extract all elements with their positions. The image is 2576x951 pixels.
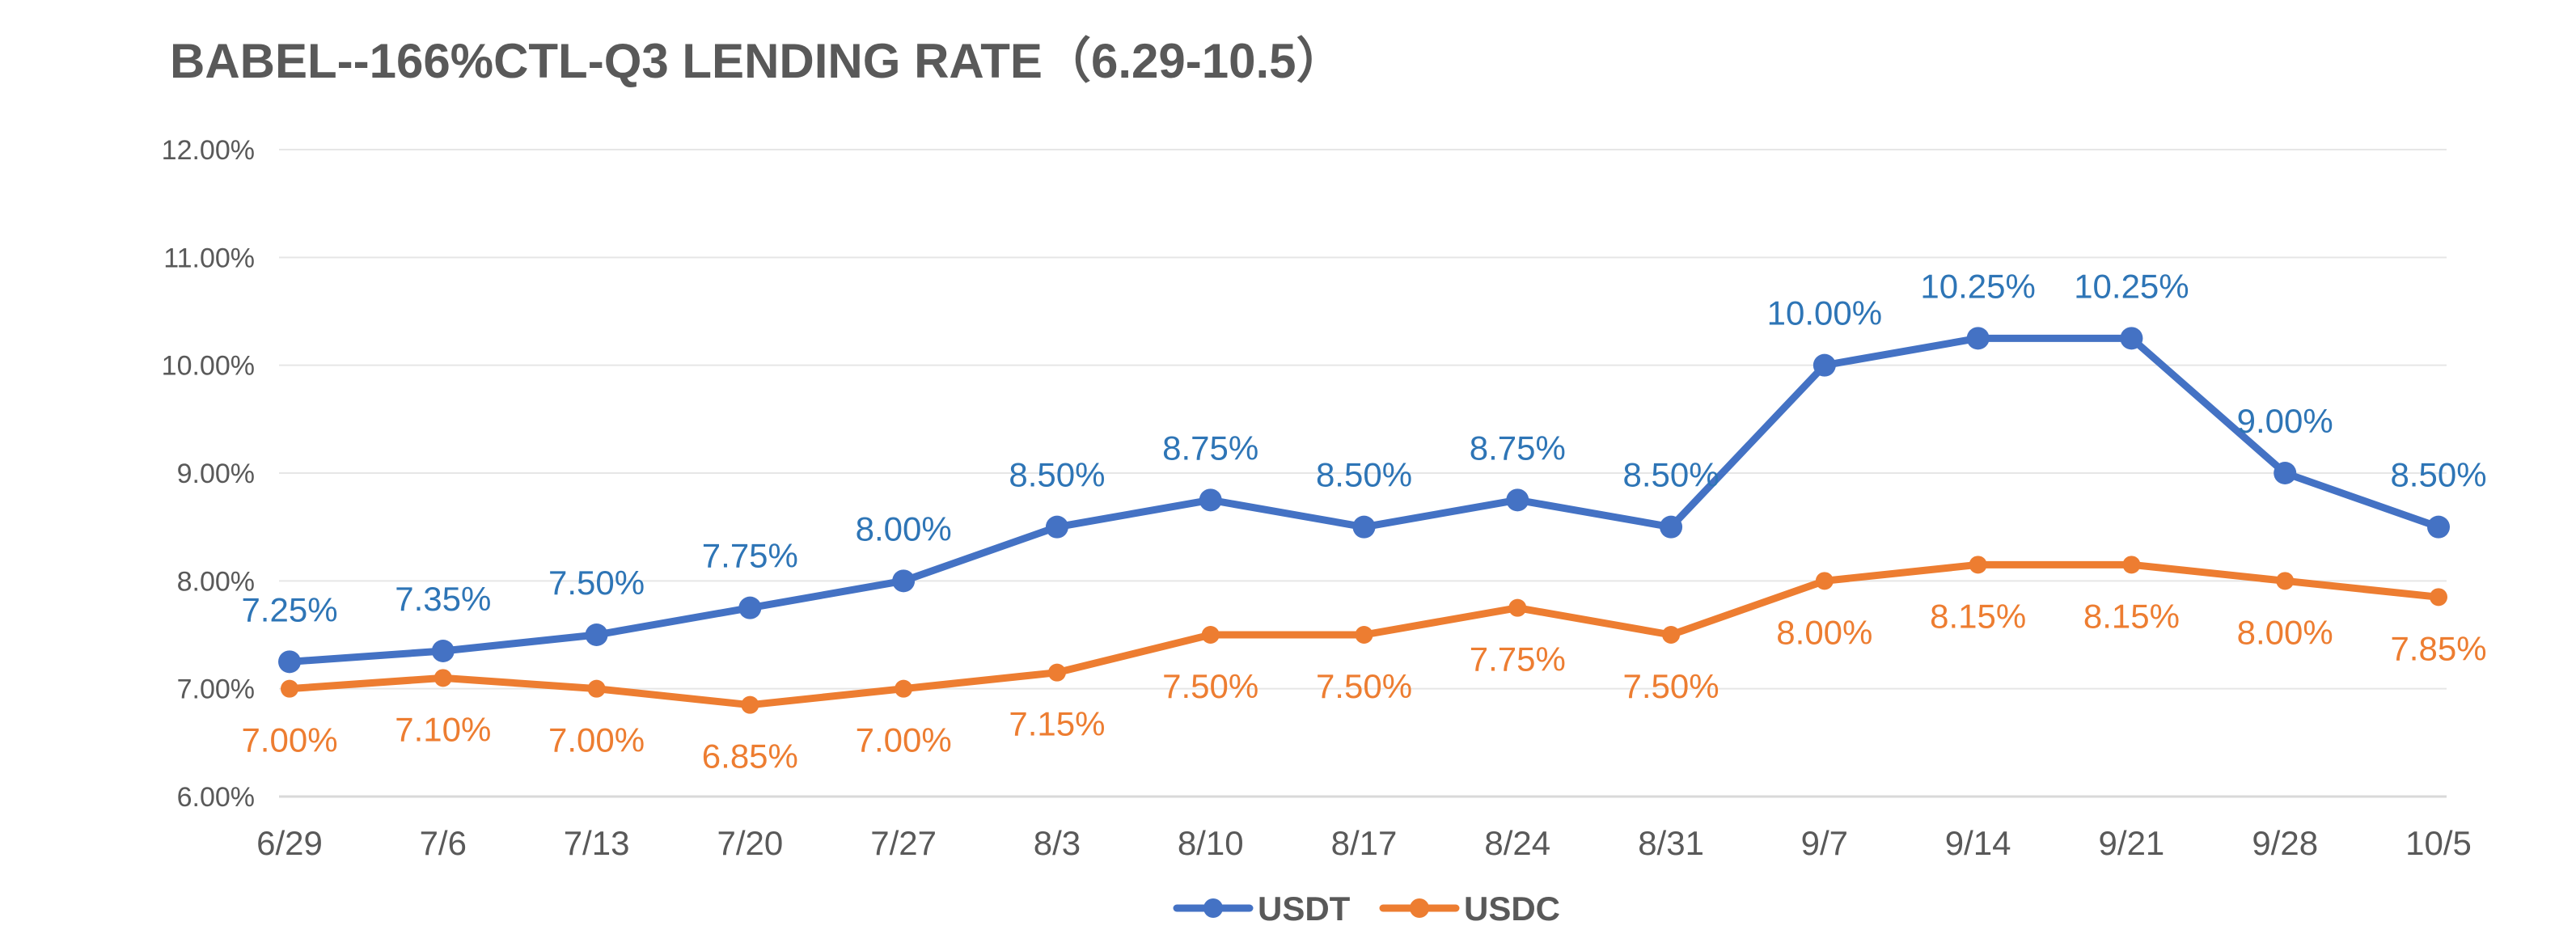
data-label-usdt: 8.50% — [1316, 456, 1412, 494]
y-axis-ticks: 12.00% 11.00% 10.00% 9.00% 8.00% 7.00% 6.00% — [162, 135, 255, 813]
data-labels: 7.25% 7.35% 7.50% 7.75% 8.00% 8.50% 8.75% 8.50%… — [241, 267, 2486, 775]
legend-marker-usdc — [1410, 898, 1429, 918]
y-tick-label: 6.00% — [177, 782, 255, 813]
data-label-usdc: 8.15% — [1930, 597, 2026, 635]
data-point-usdc — [2276, 572, 2295, 590]
data-label-usdc: 6.85% — [702, 738, 798, 776]
y-tick-label: 9.00% — [177, 459, 255, 489]
data-point-usdc — [2430, 588, 2447, 607]
data-point-usdt — [278, 650, 301, 674]
data-point-usdc — [1508, 598, 1527, 617]
data-point-usdt — [1966, 327, 1990, 350]
data-point-usdc — [1662, 626, 1681, 644]
y-tick-label: 8.00% — [177, 566, 255, 597]
y-tick-label: 11.00% — [163, 243, 255, 273]
data-label-usdt: 7.75% — [702, 537, 798, 575]
data-point-usdc — [434, 669, 452, 687]
data-label-usdc: 8.00% — [2237, 613, 2333, 651]
data-label-usdt: 8.75% — [1470, 429, 1566, 467]
x-tick-label: 8/24 — [1484, 824, 1550, 862]
data-label-usdc: 8.00% — [1776, 613, 1872, 651]
data-label-usdt: 7.35% — [395, 580, 491, 618]
data-point-usdc — [1201, 626, 1220, 644]
x-tick-label: 9/14 — [1945, 824, 2011, 862]
data-point-usdt — [1199, 488, 1222, 512]
data-label-usdt: 8.50% — [1009, 456, 1105, 494]
grid-layer — [279, 149, 2447, 798]
data-point-usdt — [1660, 515, 1683, 539]
data-label-usdt: 8.50% — [1623, 456, 1719, 494]
data-label-usdt: 10.25% — [1920, 267, 2035, 305]
y-tick-label: 7.00% — [177, 674, 255, 705]
data-point-usdc — [281, 679, 298, 698]
data-point-usdt — [1813, 353, 1836, 377]
data-label-usdt: 9.00% — [2237, 402, 2333, 440]
legend[interactable]: USDT USDC — [1173, 890, 1560, 928]
y-tick-label: 12.00% — [162, 135, 255, 166]
x-tick-label: 7/13 — [564, 824, 630, 862]
data-point-usdt — [2120, 327, 2143, 350]
chart-title: BABEL--166%CTL-Q3 LENDING RATE（6.29-10.5… — [170, 34, 1344, 88]
x-tick-label: 8/3 — [1034, 824, 1081, 862]
legend-marker-usdt — [1203, 898, 1223, 918]
x-tick-label: 6/29 — [256, 824, 323, 862]
data-point-usdc — [1969, 556, 1987, 574]
data-label-usdc: 7.50% — [1623, 667, 1719, 705]
data-point-usdt — [431, 640, 455, 662]
x-tick-label: 7/27 — [870, 824, 937, 862]
data-point-usdt — [1045, 515, 1068, 539]
data-point-usdt — [1352, 515, 1376, 539]
data-label-usdc: 7.00% — [548, 721, 645, 759]
data-label-usdc: 7.50% — [1316, 667, 1412, 705]
data-label-usdc: 7.15% — [1009, 705, 1105, 743]
data-point-usdc — [2122, 556, 2141, 574]
x-tick-label: 7/20 — [717, 824, 783, 862]
data-label-usdt: 10.25% — [2074, 267, 2189, 305]
data-label-usdt: 7.25% — [241, 590, 337, 628]
x-tick-label: 8/31 — [1638, 824, 1704, 862]
x-tick-label: 9/7 — [1801, 824, 1848, 862]
data-label-usdt: 10.00% — [1767, 294, 1882, 332]
x-tick-label: 9/28 — [2252, 824, 2318, 862]
data-point-usdt — [892, 569, 916, 593]
data-point-usdc — [1355, 626, 1373, 644]
data-point-usdc — [895, 679, 913, 698]
data-label-usdt: 8.50% — [2390, 456, 2486, 494]
data-label-usdc: 7.00% — [856, 721, 952, 759]
data-label-usdt: 8.75% — [1162, 429, 1258, 467]
series-layer — [278, 327, 2450, 714]
y-tick-label: 10.00% — [162, 351, 255, 382]
legend-label-usdt: USDT — [1258, 890, 1351, 928]
data-point-usdc — [587, 679, 606, 698]
legend-label-usdc: USDC — [1464, 890, 1560, 928]
x-axis-ticks: 6/29 7/6 7/13 7/20 7/27 8/3 8/10 8/17 8/24 8/31 9/… — [256, 824, 2472, 862]
data-label-usdt: 8.00% — [856, 509, 952, 547]
data-point-usdc — [1047, 663, 1066, 682]
data-point-usdt — [738, 596, 762, 619]
data-label-usdc: 8.15% — [2083, 597, 2180, 635]
x-tick-label: 10/5 — [2405, 824, 2472, 862]
data-label-usdc: 7.50% — [1162, 667, 1258, 705]
data-point-usdc — [741, 695, 759, 714]
data-point-usdt — [1506, 488, 1529, 512]
x-tick-label: 8/17 — [1331, 824, 1398, 862]
data-point-usdt — [2427, 515, 2450, 539]
data-label-usdc: 7.85% — [2390, 629, 2486, 667]
data-label-usdc: 7.00% — [241, 721, 337, 759]
data-point-usdt — [585, 623, 608, 646]
data-point-usdt — [2274, 462, 2297, 484]
x-tick-label: 8/10 — [1178, 824, 1244, 862]
x-tick-label: 9/21 — [2099, 824, 2165, 862]
data-point-usdc — [1815, 572, 1834, 590]
data-label-usdc: 7.10% — [395, 710, 491, 748]
data-label-usdt: 7.50% — [548, 564, 645, 602]
x-tick-label: 7/6 — [420, 824, 467, 862]
data-label-usdc: 7.75% — [1470, 640, 1566, 678]
